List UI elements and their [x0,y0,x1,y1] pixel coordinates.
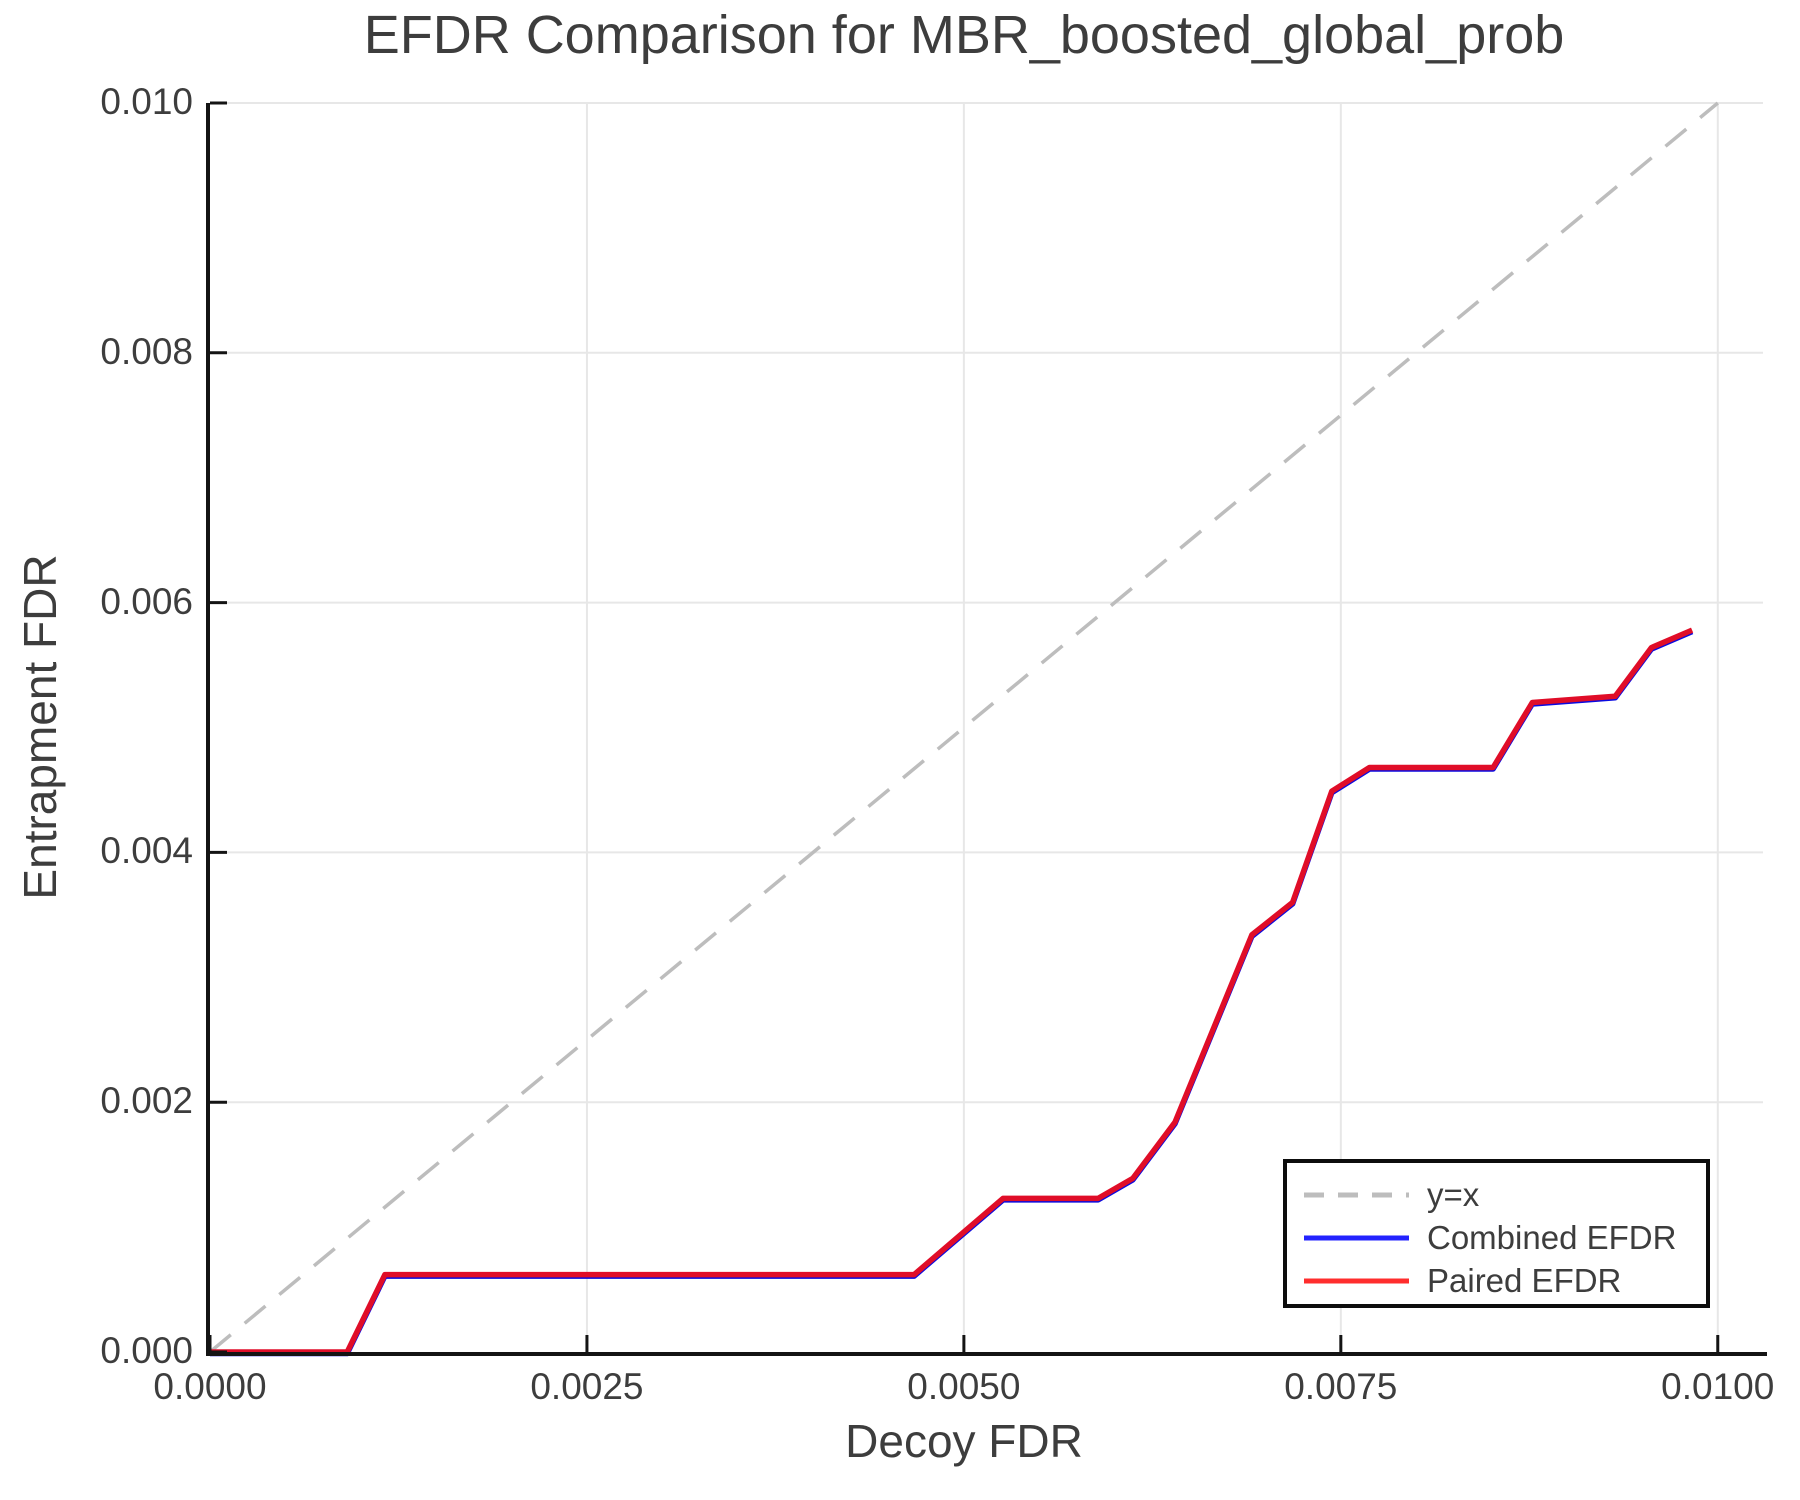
y-axis-spine [206,103,210,1356]
y-tick-label: 0.008 [100,330,193,372]
x-tick-label: 0.0100 [1661,1366,1775,1407]
legend-line-swatch [1304,1278,1409,1283]
y-tick-label: 0.002 [100,1080,193,1122]
x-tick-label: 0.0075 [1284,1366,1398,1407]
legend-label: Paired EFDR [1427,1261,1622,1299]
x-tick-label: 0.0025 [530,1366,644,1407]
legend-row: y=x [1304,1173,1706,1216]
y-tick-label: 0.004 [100,830,193,872]
x-tick-label: 0.0000 [153,1366,267,1407]
y-tick-label: 0.006 [100,580,193,622]
legend-row: Paired EFDR [1304,1259,1706,1302]
y-tick-label: 0.010 [100,81,193,122]
x-axis-label: Decoy FDR [845,1415,1083,1467]
legend-line-swatch [1304,1235,1409,1240]
plot-svg [208,101,1763,1357]
identity-line [208,101,1719,1354]
y-axis-label: Entrapment FDR [14,554,66,900]
paired-efdr-line [210,627,1694,1355]
legend-label: y=x [1427,1175,1480,1213]
legend-line-swatch [1304,1192,1409,1197]
legend: y=x Combined EFDR Paired EFDR [1283,1159,1710,1308]
chart-title: EFDR Comparison for MBR_boosted_global_p… [363,5,1565,65]
x-tick-label: 0.0050 [907,1366,1021,1407]
x-axis-spine [206,1352,1767,1356]
legend-row: Combined EFDR [1304,1216,1706,1259]
y-tick-label: 0.000 [100,1330,193,1371]
legend-label: Combined EFDR [1427,1218,1677,1256]
